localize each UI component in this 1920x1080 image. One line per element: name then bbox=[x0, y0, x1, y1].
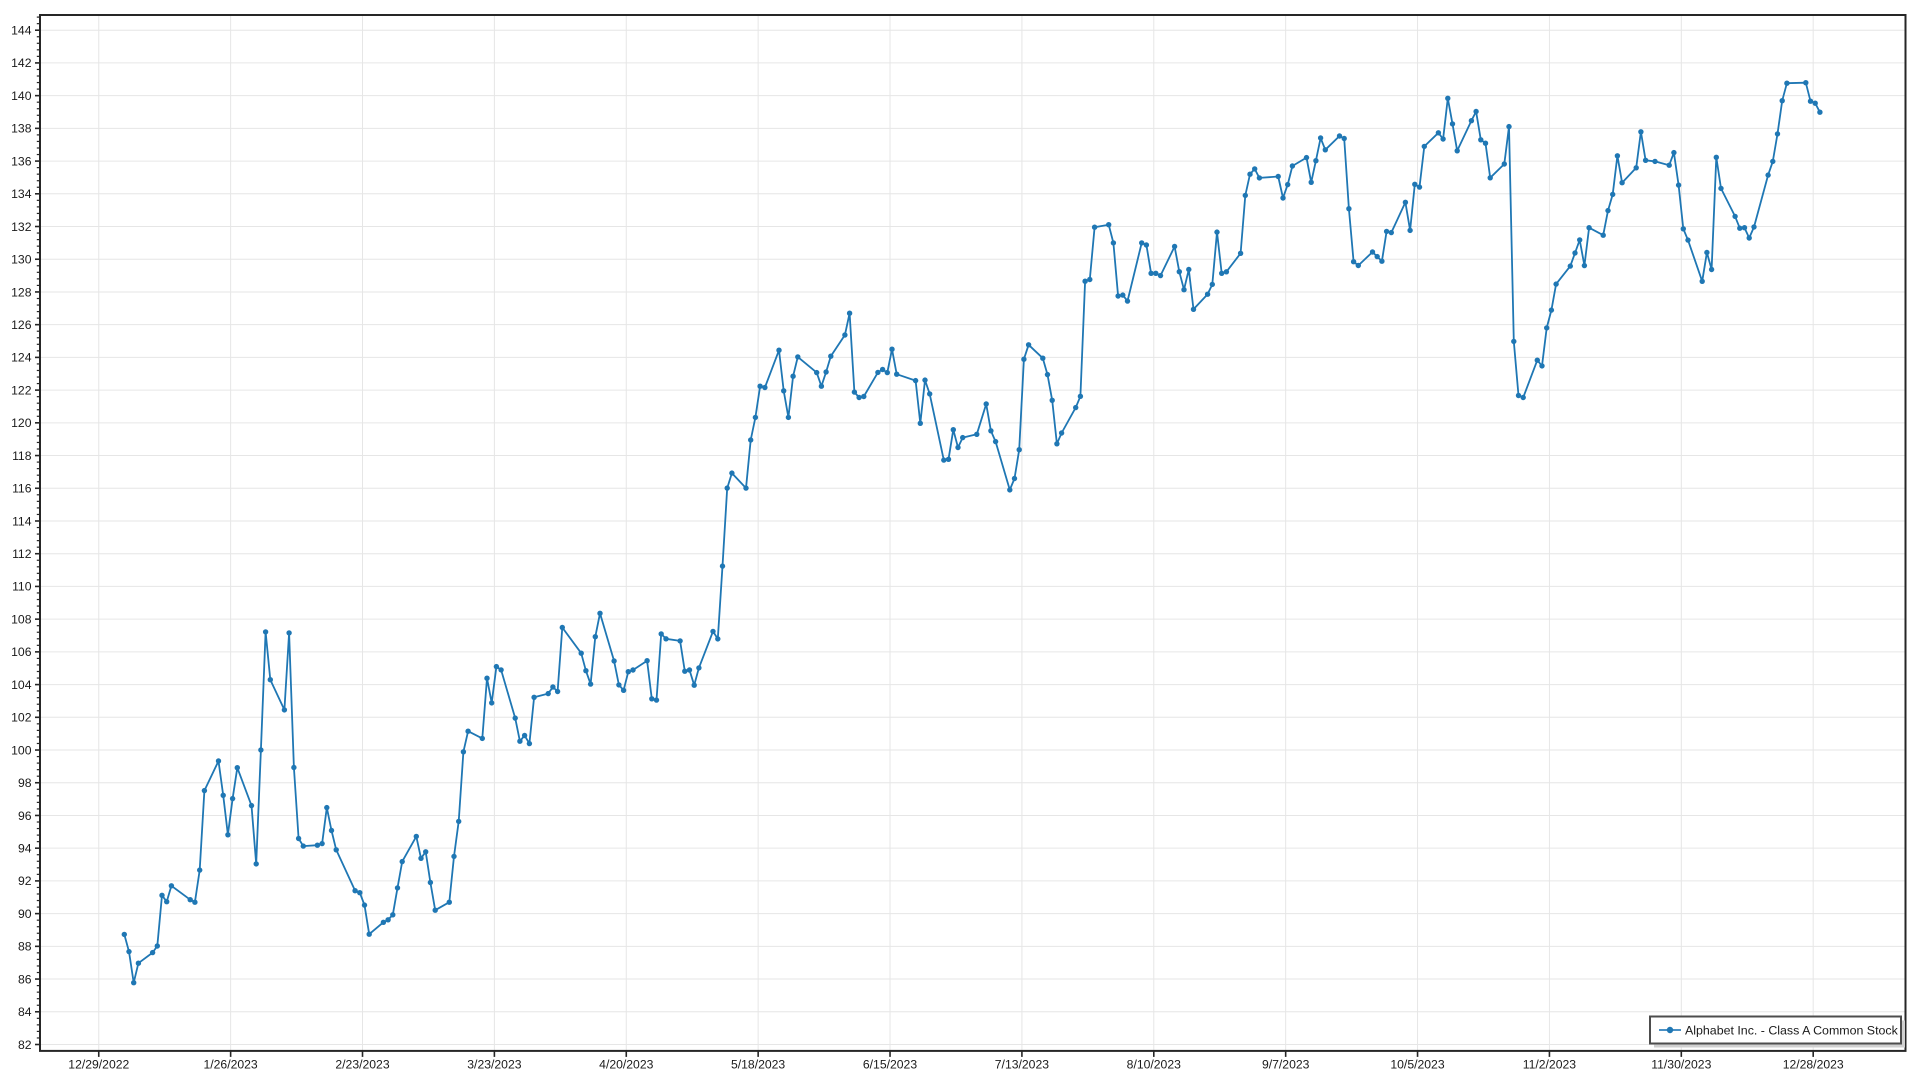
svg-text:104: 104 bbox=[11, 678, 32, 692]
svg-text:96: 96 bbox=[18, 809, 32, 823]
svg-text:102: 102 bbox=[11, 711, 32, 725]
svg-text:8/10/2023: 8/10/2023 bbox=[1127, 1058, 1181, 1072]
svg-text:124: 124 bbox=[11, 351, 32, 365]
svg-text:90: 90 bbox=[18, 907, 32, 921]
svg-text:140: 140 bbox=[11, 89, 32, 103]
svg-text:118: 118 bbox=[12, 449, 32, 463]
svg-text:92: 92 bbox=[18, 874, 32, 888]
svg-text:86: 86 bbox=[18, 972, 32, 986]
svg-text:120: 120 bbox=[11, 416, 32, 430]
svg-text:88: 88 bbox=[18, 940, 32, 954]
svg-text:126: 126 bbox=[11, 318, 32, 332]
svg-text:5/18/2023: 5/18/2023 bbox=[731, 1058, 785, 1072]
svg-text:122: 122 bbox=[11, 383, 32, 397]
svg-text:106: 106 bbox=[11, 645, 32, 659]
svg-text:84: 84 bbox=[18, 1005, 32, 1019]
svg-text:136: 136 bbox=[11, 154, 32, 168]
svg-text:110: 110 bbox=[12, 580, 32, 594]
svg-text:132: 132 bbox=[11, 220, 32, 234]
svg-text:12/29/2022: 12/29/2022 bbox=[68, 1058, 129, 1072]
svg-text:134: 134 bbox=[11, 187, 32, 201]
svg-text:130: 130 bbox=[11, 253, 32, 267]
svg-text:108: 108 bbox=[11, 612, 32, 626]
svg-text:10/5/2023: 10/5/2023 bbox=[1390, 1058, 1444, 1072]
svg-text:144: 144 bbox=[11, 24, 32, 38]
svg-text:138: 138 bbox=[11, 122, 32, 136]
svg-text:7/13/2023: 7/13/2023 bbox=[995, 1058, 1049, 1072]
svg-text:Alphabet Inc. - Class A Common: Alphabet Inc. - Class A Common Stock bbox=[1685, 1023, 1899, 1037]
svg-text:2/23/2023: 2/23/2023 bbox=[335, 1058, 389, 1072]
svg-text:12/28/2023: 12/28/2023 bbox=[1783, 1058, 1844, 1072]
svg-text:142: 142 bbox=[11, 56, 32, 70]
svg-text:11/30/2023: 11/30/2023 bbox=[1651, 1058, 1711, 1072]
svg-text:112: 112 bbox=[12, 547, 32, 561]
svg-text:11/2/2023: 11/2/2023 bbox=[1523, 1058, 1577, 1072]
svg-text:98: 98 bbox=[18, 776, 32, 790]
svg-text:9/7/2023: 9/7/2023 bbox=[1262, 1058, 1310, 1072]
svg-text:100: 100 bbox=[11, 743, 32, 757]
svg-text:3/23/2023: 3/23/2023 bbox=[467, 1058, 521, 1072]
svg-text:116: 116 bbox=[12, 482, 32, 496]
svg-text:94: 94 bbox=[18, 842, 32, 856]
svg-text:6/15/2023: 6/15/2023 bbox=[863, 1058, 917, 1072]
svg-text:1/26/2023: 1/26/2023 bbox=[203, 1058, 257, 1072]
svg-text:4/20/2023: 4/20/2023 bbox=[599, 1058, 653, 1072]
svg-text:128: 128 bbox=[11, 285, 32, 299]
svg-text:114: 114 bbox=[12, 514, 32, 528]
svg-text:82: 82 bbox=[18, 1038, 32, 1052]
